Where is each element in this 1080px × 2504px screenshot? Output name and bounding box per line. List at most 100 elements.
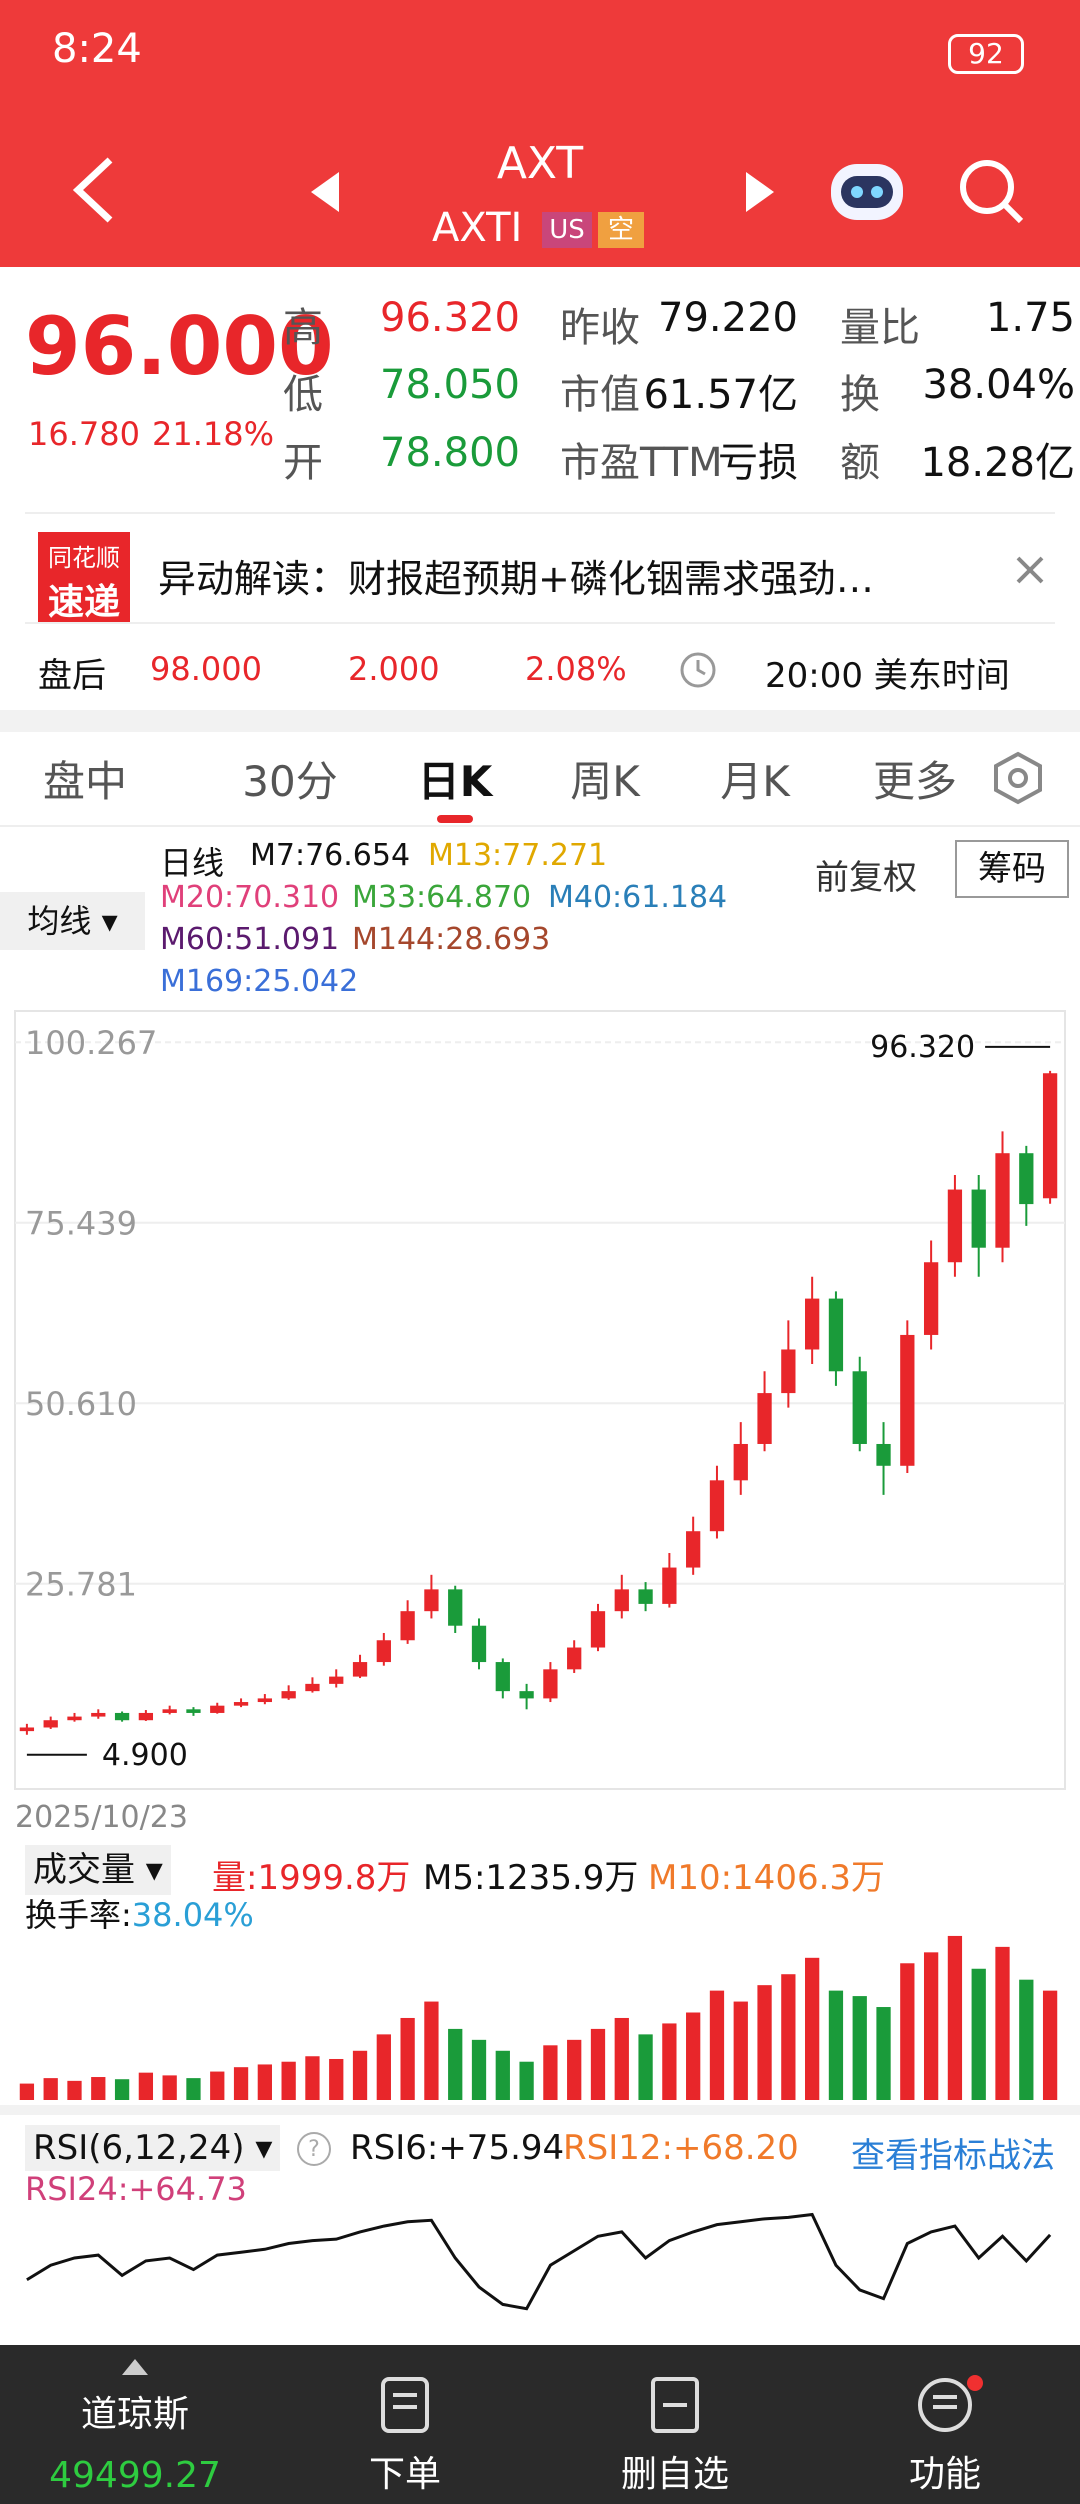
close-news[interactable] bbox=[1012, 552, 1048, 588]
prev-stock[interactable] bbox=[305, 170, 345, 214]
candle-body bbox=[43, 1720, 58, 1728]
period-tab[interactable]: 月K bbox=[720, 757, 790, 806]
y-tick-label: 75.439 bbox=[25, 1205, 137, 1243]
candle-body bbox=[233, 1702, 249, 1706]
status-time: 8:24 bbox=[52, 26, 142, 72]
svg-text:?: ? bbox=[308, 2137, 320, 2162]
rsi-button[interactable]: RSI(6,12,24) ▾ bbox=[25, 2125, 281, 2171]
header: 8:24 92 AXT AXTI US 空 bbox=[0, 0, 1080, 267]
short-badge: 空 bbox=[598, 212, 644, 248]
function-icon[interactable] bbox=[915, 2375, 985, 2435]
candle-body bbox=[376, 1640, 391, 1663]
battery: 92 bbox=[948, 34, 1024, 74]
news-text[interactable]: 异动解读：财报超预期+磷化铟需求强劲… bbox=[158, 557, 874, 601]
y-tick-label: 25.781 bbox=[25, 1566, 137, 1604]
volume-bar bbox=[638, 2034, 653, 2100]
stat-value: 78.800 bbox=[380, 430, 520, 476]
volume-bar bbox=[19, 2083, 35, 2100]
stat-value: 18.28亿 bbox=[920, 440, 1075, 486]
volume-bar bbox=[709, 1990, 725, 2100]
candle-body bbox=[162, 1709, 177, 1713]
period-tab[interactable]: 30分 bbox=[242, 757, 338, 806]
volume-bar bbox=[91, 2077, 106, 2100]
ma-button[interactable]: 均线 ▾ bbox=[0, 892, 145, 950]
candle-body bbox=[19, 1727, 35, 1732]
volume-bar bbox=[352, 2050, 368, 2100]
market-badge: US bbox=[542, 212, 592, 248]
nav-item[interactable]: 下单 bbox=[368, 2454, 441, 2495]
remove-icon[interactable] bbox=[645, 2375, 705, 2435]
volume-bar bbox=[662, 2023, 677, 2100]
volume-button[interactable]: 成交量 ▾ bbox=[25, 1845, 171, 1895]
next-stock[interactable] bbox=[740, 170, 780, 214]
volume-bar bbox=[947, 1935, 963, 2100]
chips-button[interactable]: 筹码 bbox=[955, 840, 1069, 898]
rsi-title: RSI(6,12,24) bbox=[33, 2128, 245, 2168]
stat-value: 79.220 bbox=[658, 295, 798, 341]
volume-bar bbox=[805, 1957, 820, 2100]
period-tab[interactable]: 盘中 bbox=[42, 757, 127, 806]
volume-title: 成交量 bbox=[33, 1850, 135, 1890]
volume-bar bbox=[614, 2017, 629, 2100]
ma-item: M33:64.870 bbox=[352, 880, 532, 915]
rsi24-label: RSI24:+64.73 bbox=[25, 2170, 247, 2208]
expand-icon[interactable] bbox=[120, 2357, 150, 2377]
ma-item: M144:28.693 bbox=[352, 922, 551, 957]
volume-bar bbox=[781, 1974, 796, 2100]
candle-body bbox=[923, 1262, 939, 1335]
candle-body bbox=[757, 1393, 772, 1444]
period-tab[interactable]: 更多 bbox=[872, 757, 957, 806]
index-name[interactable]: 道琼斯 bbox=[80, 2394, 189, 2435]
volume-bar bbox=[567, 2039, 582, 2100]
stat-label: 低 bbox=[283, 372, 323, 418]
help-icon[interactable]: ? bbox=[295, 2130, 333, 2168]
candle-body bbox=[352, 1662, 368, 1677]
search-icon[interactable] bbox=[955, 155, 1027, 227]
y-tick-label: 50.610 bbox=[25, 1385, 137, 1423]
clock-icon bbox=[680, 652, 716, 688]
volume-bar bbox=[67, 2080, 82, 2100]
logo-bottom: 速递 bbox=[47, 582, 120, 623]
volume-bar bbox=[448, 2028, 463, 2100]
volume-bar bbox=[828, 1990, 844, 2100]
ticker: AXTI bbox=[432, 205, 523, 251]
y-tick-label: 100.267 bbox=[25, 1024, 157, 1062]
volume-bar bbox=[400, 2017, 415, 2100]
ma-item: M13:77.271 bbox=[428, 838, 608, 873]
robot-icon[interactable] bbox=[825, 150, 909, 230]
volume-bar bbox=[733, 2001, 748, 2100]
indicator-link[interactable]: 查看指标战法 bbox=[851, 2136, 1055, 2176]
divider bbox=[25, 512, 1055, 514]
candle-body bbox=[805, 1298, 820, 1350]
back-button[interactable] bbox=[60, 150, 120, 230]
chart-frame bbox=[14, 1010, 1066, 1790]
after-hours-change: 2.000 bbox=[348, 650, 440, 688]
bottom-nav: 道琼斯 49499.27 下单 删自选 功能 bbox=[0, 2345, 1080, 2504]
volume-bar bbox=[186, 2078, 201, 2100]
candle-body bbox=[567, 1647, 582, 1670]
ma-item: M20:70.310 bbox=[160, 880, 340, 915]
volume-bar bbox=[114, 2079, 130, 2100]
candle-body bbox=[852, 1371, 867, 1444]
volume-chart bbox=[19, 1935, 1058, 2100]
candle-body bbox=[638, 1589, 653, 1604]
price-change-pct: 21.18% bbox=[152, 415, 275, 453]
volume-bar bbox=[210, 2071, 225, 2100]
divider bbox=[0, 825, 1080, 827]
volume-bar bbox=[281, 2061, 296, 2100]
volume-bar bbox=[757, 1985, 772, 2100]
symbol: AXT bbox=[496, 138, 584, 189]
index-value: 49499.27 bbox=[49, 2455, 221, 2496]
volume-bar bbox=[305, 2056, 320, 2100]
volume-bar bbox=[43, 2078, 58, 2100]
nav-item[interactable]: 删自选 bbox=[620, 2454, 729, 2495]
adjust-button[interactable]: 前复权 bbox=[815, 858, 917, 898]
candle-body bbox=[971, 1189, 986, 1248]
nav-item[interactable]: 功能 bbox=[908, 2454, 981, 2495]
period-tab[interactable]: 日K bbox=[417, 757, 493, 806]
settings-icon[interactable] bbox=[990, 750, 1046, 806]
candle-body bbox=[662, 1567, 677, 1604]
period-tab[interactable]: 周K bbox=[570, 757, 640, 806]
order-icon[interactable] bbox=[375, 2375, 435, 2435]
candle-body bbox=[828, 1298, 844, 1372]
